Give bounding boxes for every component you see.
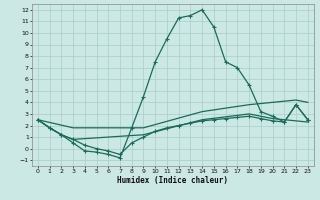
X-axis label: Humidex (Indice chaleur): Humidex (Indice chaleur) [117, 176, 228, 185]
